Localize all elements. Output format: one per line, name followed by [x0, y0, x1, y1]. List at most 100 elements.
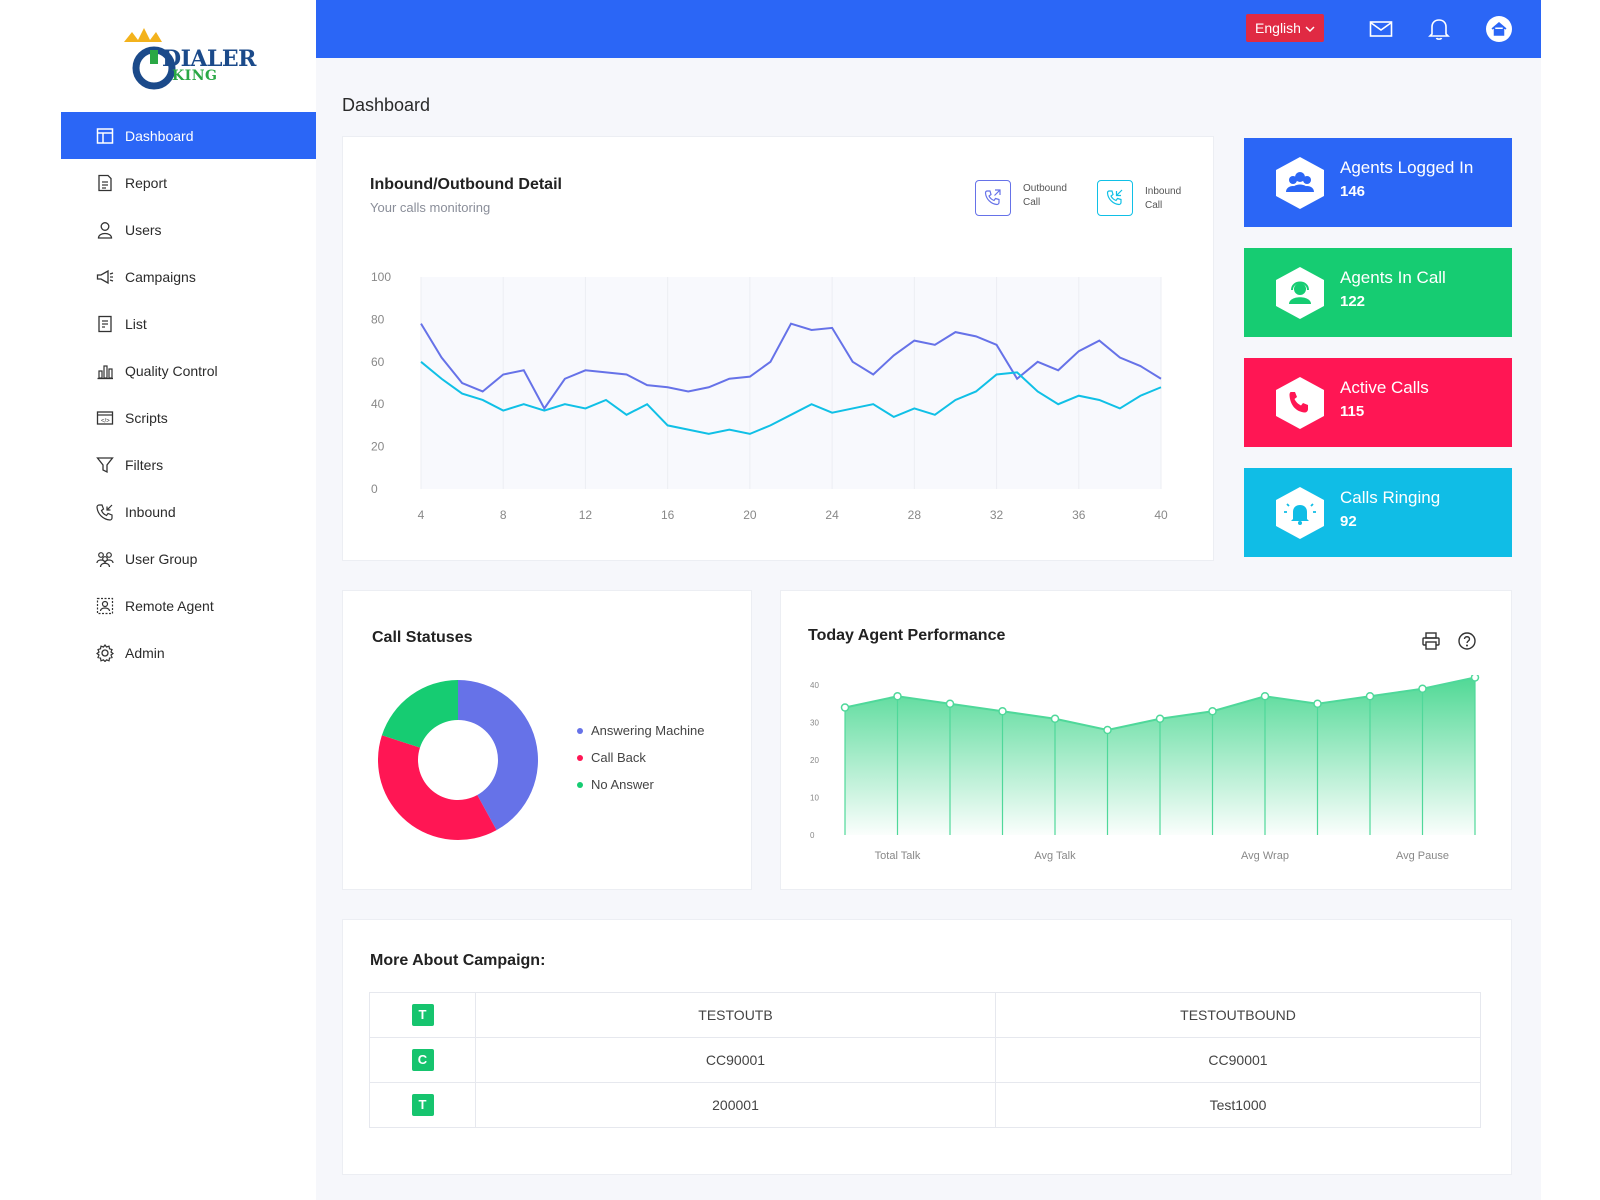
page-title: Dashboard: [342, 95, 431, 115]
sidebar-item-label: Scripts: [125, 409, 168, 426]
sidebar-item-label: Report: [125, 174, 168, 191]
plot-area: [421, 277, 1161, 489]
y-tick-label: 40: [371, 397, 385, 411]
report-icon: [95, 173, 115, 193]
campaign-badge: T: [411, 1004, 434, 1026]
x-tick-label: 4: [418, 508, 425, 522]
campaign-table: T TESTOUTB TESTOUTBOUND C CC90001 CC9000…: [369, 992, 1481, 1128]
stat-calls-ringing[interactable]: Calls Ringing 92: [1244, 468, 1512, 557]
sidebar-item-list[interactable]: List: [61, 300, 316, 347]
sidebar: DIALER KING Dashboard Report Users Campa…: [0, 0, 316, 1200]
x-tick-label: 36: [1072, 508, 1086, 522]
mail-icon[interactable]: [1366, 14, 1396, 44]
sidebar-item-label: Remote Agent: [125, 597, 214, 614]
svg-text:</>: </>: [101, 418, 110, 424]
pie-slice: [378, 735, 497, 840]
sidebar-item-report[interactable]: Report: [61, 159, 316, 206]
legend-label: No Answer: [591, 777, 654, 792]
card-subtitle: Your calls monitoring: [370, 200, 491, 215]
data-point: [1155, 714, 1165, 723]
chart-icon: [95, 361, 115, 381]
stat-active-calls[interactable]: Active Calls 115: [1244, 358, 1512, 447]
pie-slice: [381, 680, 458, 748]
sidebar-item-label: User Group: [125, 550, 198, 567]
card-title: Inbound/Outbound Detail: [370, 176, 562, 193]
campaign-col1: 200001: [475, 1082, 996, 1128]
x-tick-label: 12: [579, 508, 593, 522]
bell-ring-icon: [1276, 487, 1324, 539]
data-point: [1313, 699, 1322, 708]
inbound-outbound-line-chart: 4 8 12 16 20 24 28 32 36 40 0 20 40 60 80 100: [371, 270, 1168, 522]
legend-inbound-line1: Inbound: [1145, 186, 1182, 197]
badge-cell: C: [369, 1037, 476, 1083]
stat-agents-logged-in[interactable]: Agents Logged In 146: [1244, 138, 1512, 227]
y-tick-label: 40: [810, 681, 819, 690]
sidebar-item-remote-agent[interactable]: Remote Agent: [61, 582, 316, 629]
legend-no-answer: No Answer: [577, 777, 654, 792]
sidebar-item-label: Users: [125, 221, 162, 238]
sidebar-item-users[interactable]: Users: [61, 206, 316, 253]
campaign-col2: CC90001: [995, 1037, 1481, 1083]
legend-answering-machine: Answering Machine: [577, 723, 704, 738]
legend-label: Answering Machine: [591, 723, 705, 738]
sidebar-item-admin[interactable]: Admin: [61, 629, 316, 676]
x-category-label: Avg Talk: [1034, 850, 1076, 862]
y-tick-label: 0: [371, 482, 378, 496]
sidebar-item-quality-control[interactable]: Quality Control: [61, 347, 316, 394]
table-row[interactable]: T TESTOUTB TESTOUTBOUND: [369, 992, 1481, 1038]
inbound-phone-icon: [95, 502, 115, 522]
chevron-down-icon: [1305, 20, 1315, 36]
agent-headset-icon: [1276, 267, 1324, 319]
table-row[interactable]: C CC90001 CC90001: [369, 1037, 1481, 1083]
print-icon[interactable]: [1421, 631, 1441, 656]
dashboard-icon: [95, 126, 115, 146]
users-icon: [1276, 157, 1324, 209]
campaign-col2: TESTOUTBOUND: [995, 992, 1481, 1038]
data-point: [893, 692, 902, 701]
y-tick-label: 80: [371, 312, 385, 326]
data-point: [998, 707, 1007, 716]
sidebar-item-user-group[interactable]: User Group: [61, 535, 316, 582]
y-tick-label: 10: [810, 794, 819, 803]
legend-outbound: Outbound Call: [1023, 182, 1083, 210]
bell-icon[interactable]: [1424, 14, 1454, 44]
x-category-label: Total Talk: [875, 850, 921, 862]
phone-icon: [1276, 377, 1324, 429]
top-bar: English: [316, 0, 1541, 58]
sidebar-item-campaigns[interactable]: Campaigns: [61, 253, 316, 300]
script-icon: </>: [95, 408, 115, 428]
inbound-call-icon[interactable]: [1097, 180, 1133, 216]
inbound-outbound-card: Inbound/Outbound Detail Your calls monit…: [342, 136, 1214, 561]
x-tick-label: 24: [825, 508, 839, 522]
outbound-call-icon[interactable]: [975, 180, 1011, 216]
language-select[interactable]: English: [1246, 14, 1324, 42]
megaphone-icon: [95, 267, 115, 287]
user-group-icon: [95, 549, 115, 569]
sidebar-item-scripts[interactable]: </> Scripts: [61, 394, 316, 441]
pie-slice: [458, 680, 539, 831]
sidebar-item-label: Admin: [125, 644, 165, 661]
call-statuses-donut-chart: [378, 680, 539, 840]
call-statuses-card: Call Statuses Answering Machine Call Bac…: [342, 590, 752, 890]
legend-label: Call Back: [591, 750, 646, 765]
stat-agents-in-call[interactable]: Agents In Call 122: [1244, 248, 1512, 337]
filter-icon: [95, 455, 115, 475]
stat-label: Agents Logged In: [1340, 158, 1474, 177]
legend-inbound-line2: Call: [1145, 200, 1163, 211]
data-point: [1208, 707, 1217, 716]
sidebar-item-dashboard[interactable]: Dashboard: [61, 112, 316, 159]
x-tick-label: 8: [500, 508, 507, 522]
x-tick-label: 32: [990, 508, 1004, 522]
language-label: English: [1255, 20, 1301, 36]
logo[interactable]: DIALER KING: [122, 20, 256, 90]
legend-inbound: Inbound Call: [1145, 185, 1205, 213]
table-row[interactable]: T 200001 Test1000: [369, 1082, 1481, 1128]
y-tick-label: 60: [371, 355, 385, 369]
x-tick-label: 40: [1154, 508, 1168, 522]
help-icon[interactable]: [1457, 631, 1477, 656]
home-icon[interactable]: [1484, 14, 1514, 44]
sidebar-item-filters[interactable]: Filters: [61, 441, 316, 488]
gear-icon: [95, 643, 115, 663]
data-point: [1470, 675, 1480, 682]
sidebar-item-inbound[interactable]: Inbound: [61, 488, 316, 535]
